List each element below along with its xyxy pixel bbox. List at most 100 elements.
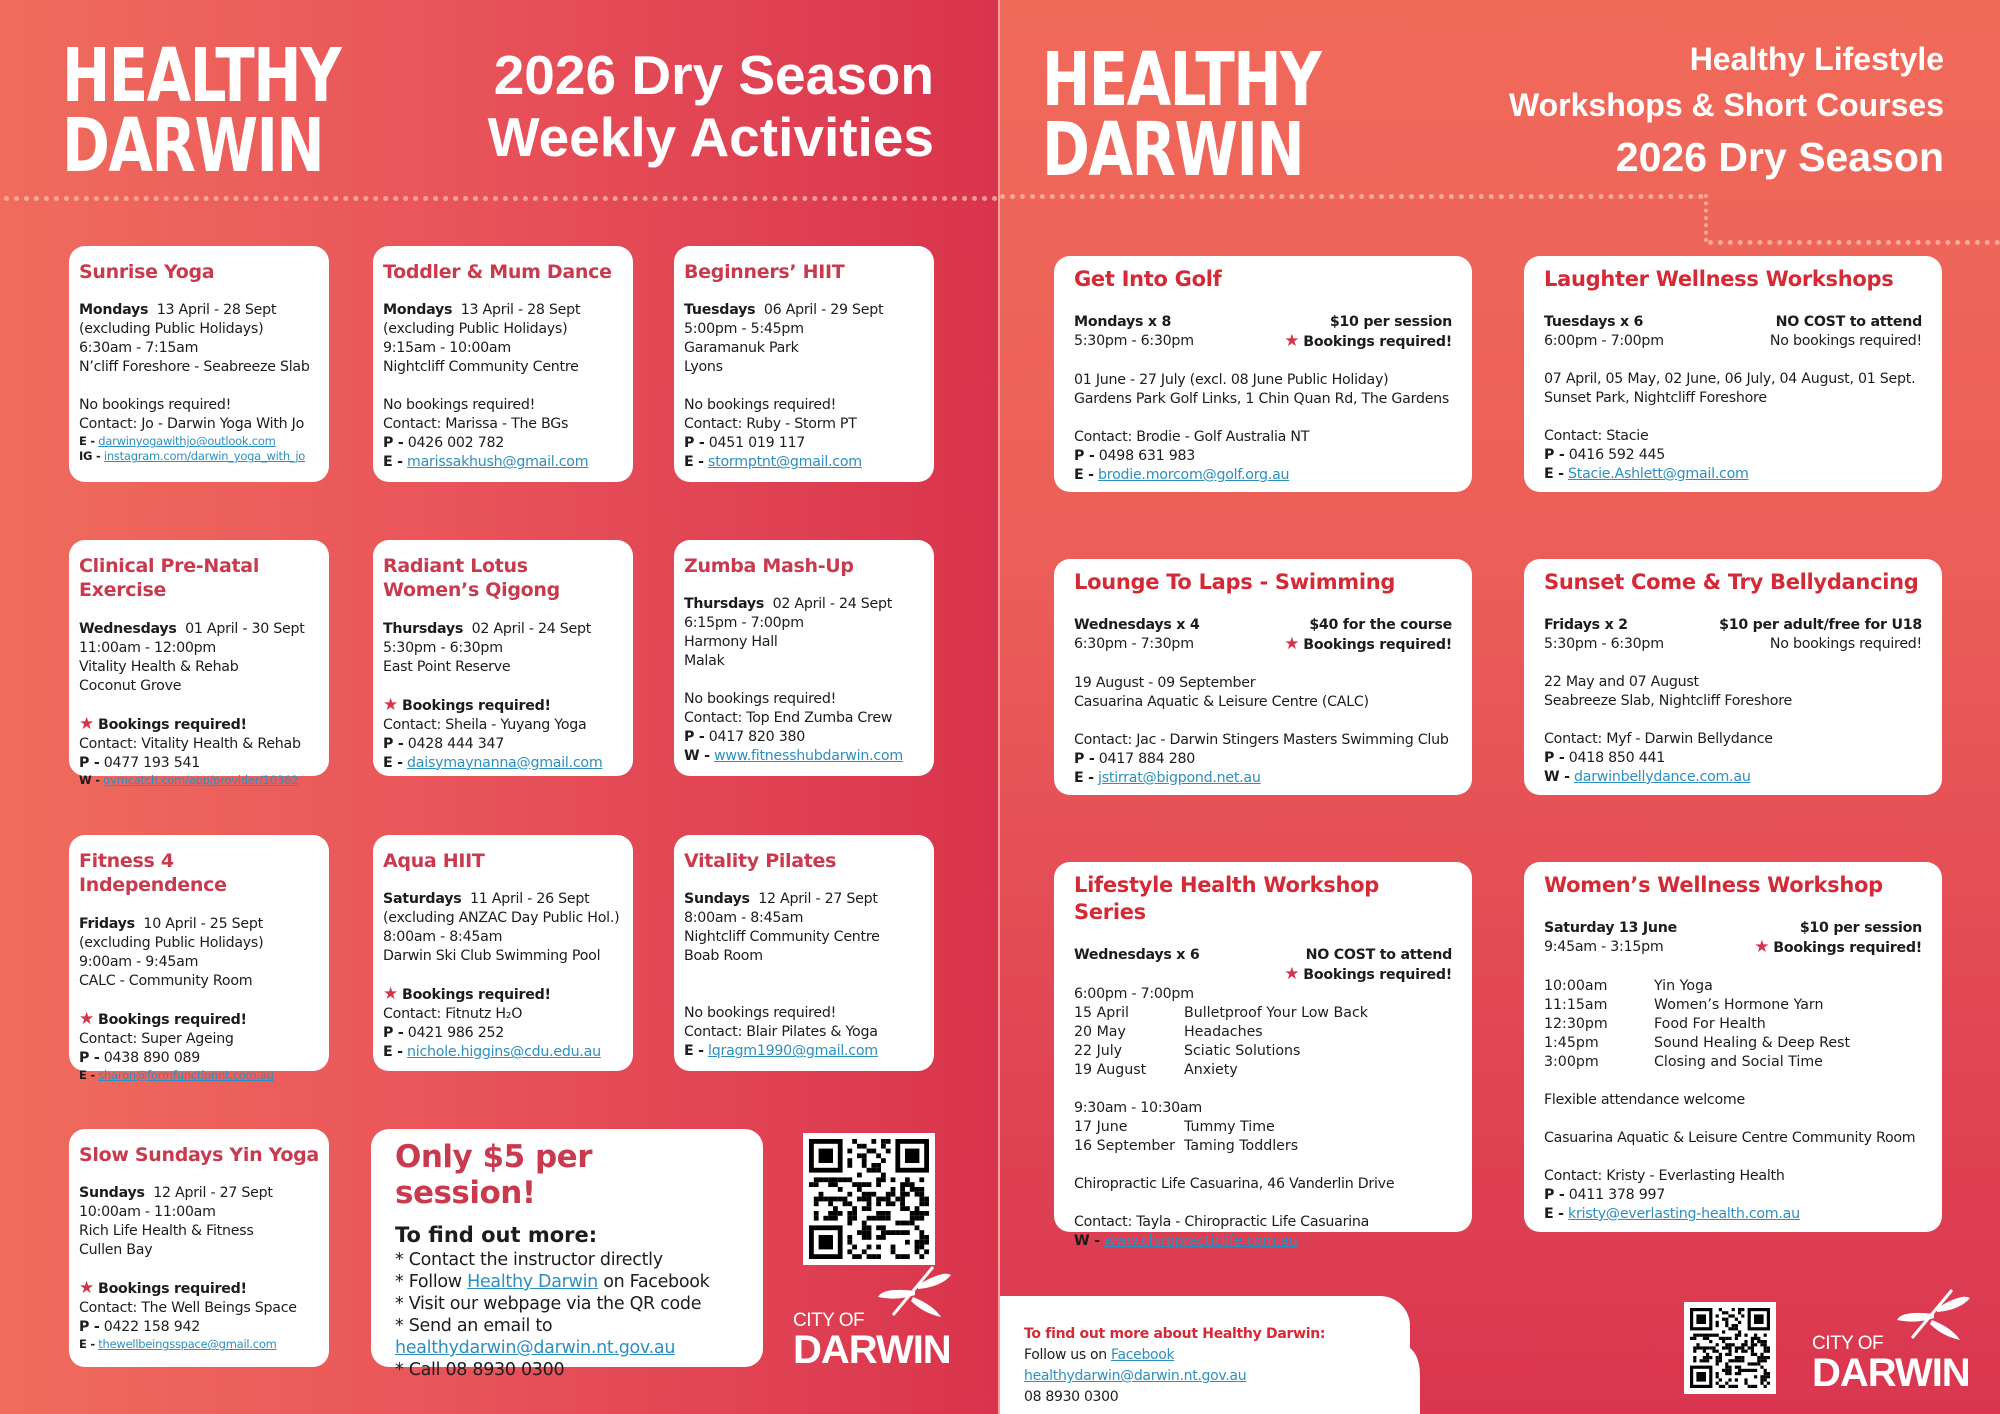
session-time: 6:00pm - 7:00pm	[1074, 985, 1194, 1002]
contact-link[interactable]: darwinyogawithjo@outlook.com	[98, 434, 276, 449]
schedule-date: 19 August	[1074, 1061, 1147, 1078]
phone-label: P -	[383, 435, 404, 452]
link-label: E -	[79, 1067, 95, 1082]
activity-location: Harmony Hall	[684, 634, 778, 651]
email-link[interactable]: healthydarwin@darwin.nt.gov.au	[1024, 1368, 1247, 1384]
activity-time: 6:30am - 7:15am	[79, 340, 199, 357]
footer-curve	[1330, 1296, 1420, 1414]
activity-phone: 0422 158 942	[103, 1319, 201, 1336]
qr-code-icon[interactable]	[1684, 1302, 1776, 1394]
workshop-contact: Contact: Jac - Darwin Stingers Masters S…	[1074, 731, 1449, 748]
workshop-detail: 07 April, 05 May, 02 June, 06 July, 04 A…	[1544, 370, 1916, 387]
activity-location: Malak	[684, 653, 725, 670]
link-label: E -	[684, 454, 704, 471]
contact-link[interactable]: instagram.com/darwin_yoga_with_jo	[103, 449, 306, 464]
booking-status: No bookings required!	[684, 397, 837, 414]
activity-phone: 0421 986 252	[407, 1025, 505, 1042]
activity-day: Mondays	[79, 302, 149, 319]
contact-link[interactable]: thewellbeingsspace@gmail.com	[98, 1337, 277, 1352]
qr-code-icon[interactable]	[803, 1133, 935, 1265]
activity-location: Garamanuk Park	[684, 340, 799, 357]
city-of-darwin-logo: CITY OF DARWIN	[1812, 1289, 1971, 1393]
contact-link[interactable]: stormptnt@gmail.com	[708, 454, 862, 471]
brand-line-2: DARWIN	[1042, 106, 1305, 193]
contact-link[interactable]: marissakhush@gmail.com	[407, 454, 589, 471]
phone-label: P -	[79, 1319, 100, 1336]
contact-link[interactable]: sharon@formfunctionnt.com.au	[98, 1067, 274, 1082]
footer-heading: To find out more about Healthy Darwin:	[1024, 1326, 1326, 1342]
promo-line-contact: * Contact the instructor directly	[395, 1250, 663, 1270]
schedule-topic: Taming Toddlers	[1184, 1137, 1299, 1154]
schedule-row: 11:15am Women’s Hormone Yarn	[1544, 996, 1922, 1015]
activity-time: 8:00am - 8:45am	[684, 910, 804, 927]
booking-status: Bookings required!	[1303, 636, 1452, 653]
activity-dates: 02 April - 24 Sept	[772, 596, 893, 613]
facebook-link[interactable]: Facebook	[1110, 1347, 1175, 1363]
schedule-topic: Tummy Time	[1184, 1118, 1275, 1135]
logo-line-1: CITY OF	[793, 1310, 865, 1331]
workshop-time: 5:30pm - 6:30pm	[1074, 332, 1194, 349]
workshop-note: Flexible attendance welcome	[1544, 1091, 1745, 1108]
workshop-time: 5:30pm - 6:30pm	[1544, 635, 1664, 652]
activity-location: CALC - Community Room	[79, 972, 253, 989]
schedule-time: 12:30pm	[1544, 1015, 1608, 1032]
workshop-detail: Casuarina Aquatic & Leisure Centre (CALC…	[1074, 693, 1369, 710]
activity-location: Darwin Ski Club Swimming Pool	[383, 948, 601, 965]
promo-box: Only $5 per session! To find out more: *…	[371, 1129, 763, 1380]
contact-link[interactable]: gymcatch.com/app/provider/10362	[103, 772, 299, 787]
activity-location: Coconut Grove	[79, 677, 182, 694]
title-line-1: 2026 Dry Season	[493, 44, 934, 106]
email-link[interactable]: healthydarwin@darwin.nt.gov.au	[395, 1338, 676, 1358]
workshop-cost: $40 for the course	[1309, 616, 1452, 633]
contact-link[interactable]: www.chiropracticlife.com.au	[1104, 1232, 1298, 1249]
star-icon: ★	[1284, 633, 1300, 654]
activity-location: East Point Reserve	[383, 658, 511, 675]
contact-link[interactable]: www.fitnesshubdarwin.com	[714, 748, 903, 765]
contact-link[interactable]: darwinbellydance.com.au	[1574, 768, 1751, 785]
workshop-day: Wednesdays x 4	[1074, 616, 1200, 633]
contact-link[interactable]: daisymaynanna@gmail.com	[407, 754, 603, 771]
activity-title: Beginners’ HIIT	[684, 261, 845, 283]
activity-location: Cullen Bay	[79, 1242, 153, 1259]
link-label: E -	[79, 434, 95, 449]
workshop-cost: $10 per session	[1329, 313, 1452, 330]
link-label: W -	[79, 772, 100, 787]
activity-phone: 0477 193 541	[103, 754, 201, 771]
phone-label: P -	[79, 754, 100, 771]
activity-title: Toddler & Mum Dance	[383, 261, 612, 283]
contact-link[interactable]: Stacie.Ashlett@gmail.com	[1568, 465, 1749, 482]
activity-card: Radiant Lotus Women’s Qigong Thursdays 02…	[373, 540, 633, 776]
contact-link[interactable]: brodie.morcom@golf.org.au	[1098, 466, 1290, 483]
schedule-topic: Yin Yoga	[1654, 977, 1713, 994]
link-label: E -	[1544, 465, 1564, 482]
contact-link[interactable]: lqragm1990@gmail.com	[708, 1043, 878, 1060]
workshop-cost: NO COST to attend	[1775, 313, 1923, 330]
workshop-day: Tuesdays x 6	[1544, 313, 1644, 330]
activity-phone: 0426 002 782	[407, 435, 505, 452]
activity-dates: 06 April - 29 Sept	[763, 302, 884, 319]
activity-contact: Contact: Blair Pilates & Yoga	[684, 1024, 878, 1041]
activity-location: Lyons	[684, 359, 723, 376]
booking-status: No bookings required!	[1769, 332, 1922, 349]
contact-link[interactable]: nichole.higgins@cdu.edu.au	[407, 1044, 601, 1061]
promo-headline: Only $5 per session!	[395, 1139, 592, 1211]
schedule-time: 1:45pm	[1544, 1034, 1599, 1051]
activity-phone: 0428 444 347	[407, 735, 505, 752]
activity-time: 9:00am - 9:45am	[79, 953, 199, 970]
workshop-cost: $10 per session	[1799, 919, 1922, 936]
activity-card: Clinical Pre-Natal Exercise Wednesdays 01…	[69, 540, 329, 787]
workshop-phone: 0498 631 983	[1098, 447, 1196, 464]
schedule-row: 15 April Bulletproof Your Low Back	[1074, 1004, 1452, 1023]
star-icon: ★	[79, 713, 94, 734]
contact-link[interactable]: kristy@everlasting-health.com.au	[1568, 1205, 1800, 1222]
star-icon: ★	[1284, 330, 1300, 351]
booking-status: Bookings required!	[1773, 939, 1922, 956]
facebook-link[interactable]: Healthy Darwin	[467, 1272, 598, 1292]
contact-link[interactable]: jstirrat@bigpond.net.au	[1098, 769, 1261, 786]
activity-note: (excluding Public Holidays)	[79, 321, 264, 338]
activity-time: 8:00am - 8:45am	[383, 929, 503, 946]
workshop-phone: 0411 378 997	[1568, 1186, 1666, 1203]
schedule-row: 19 August Anxiety	[1074, 1061, 1452, 1080]
workshop-card: Women’s Wellness Workshop Saturday 13 Jun…	[1524, 862, 1942, 1232]
activity-card: Beginners’ HIIT Tuesdays 06 April - 29 Se…	[674, 246, 934, 482]
